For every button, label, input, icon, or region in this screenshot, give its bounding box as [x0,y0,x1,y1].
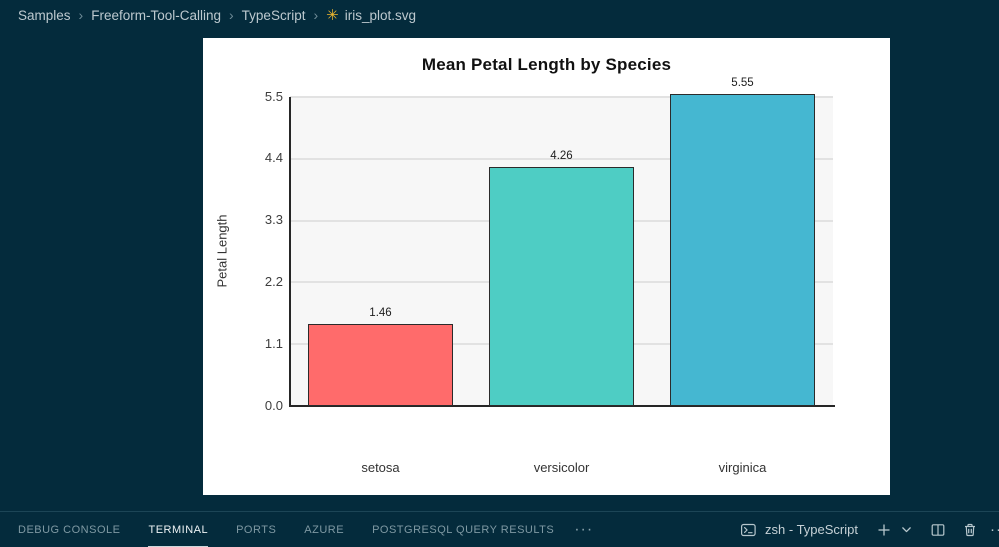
svg-file-icon: ✳ [326,6,339,24]
x-tick-label: virginica [718,460,767,475]
y-tick-label: 0.0 [264,397,283,413]
new-terminal-button[interactable] [874,520,894,540]
tab-postgresql-query-results[interactable]: POSTGRESQL QUERY RESULTS [372,523,555,536]
breadcrumb-item-file[interactable]: iris_plot.svg [344,7,416,23]
x-tick-label: setosa [361,460,400,475]
panel-tabs: DEBUG CONSOLE TERMINAL PORTS AZURE POSTG… [0,512,593,547]
chevron-right-icon: › [78,7,84,23]
tab-ports[interactable]: PORTS [236,523,277,536]
y-axis-label: Petal Length [214,214,230,288]
breadcrumb: Samples › Freeform-Tool-Calling › TypeSc… [0,0,999,30]
split-terminal-button[interactable] [928,520,948,540]
gridline [290,157,833,160]
tab-terminal[interactable]: TERMINAL [148,512,209,547]
y-tick-label: 1.1 [264,335,283,351]
terminal-icon [738,520,758,540]
y-tick-label: 2.2 [264,273,283,289]
chart-title: Mean Petal Length by Species [421,55,672,74]
more-tabs-icon[interactable]: ··· [574,520,594,538]
chevron-right-icon: › [313,7,319,23]
bar-setosa [308,323,453,406]
breadcrumb-item-freeform-tool-calling[interactable]: Freeform-Tool-Calling [91,7,221,23]
breadcrumb-item-samples[interactable]: Samples [18,7,71,23]
breadcrumb-item-typescript[interactable]: TypeScript [241,7,306,23]
bar-versicolor [489,166,634,406]
tab-azure[interactable]: AZURE [304,523,345,536]
y-tick-label: 4.4 [264,150,283,166]
svg-preview-panel: Mean Petal Length by Species Petal Lengt… [203,38,890,495]
y-axis-spine [288,97,291,407]
editor-area: Mean Petal Length by Species Petal Lengt… [0,30,999,511]
chevron-right-icon: › [229,7,234,23]
kill-terminal-trash-button[interactable] [960,520,980,540]
bar-virginica [670,94,815,406]
gridline [290,96,833,98]
more-actions-icon[interactable]: ··· [990,521,999,538]
launch-profile-chevron-button[interactable] [896,520,916,540]
terminal-selector-label: zsh - TypeScript [765,522,858,537]
y-tick-label: 3.3 [264,212,283,228]
x-tick-label: versicolor [533,460,590,475]
bar-value-label: 4.26 [550,149,573,162]
y-tick-label: 5.5 [264,88,283,104]
panel-tab-bar: DEBUG CONSOLE TERMINAL PORTS AZURE POSTG… [0,511,999,547]
panel-actions: zsh - TypeScript [738,512,999,547]
tab-debug-console[interactable]: DEBUG CONSOLE [18,523,121,536]
terminal-selector[interactable]: zsh - TypeScript [738,520,858,540]
bar-value-label: 1.46 [369,306,392,319]
bar-value-label: 5.55 [731,77,754,90]
